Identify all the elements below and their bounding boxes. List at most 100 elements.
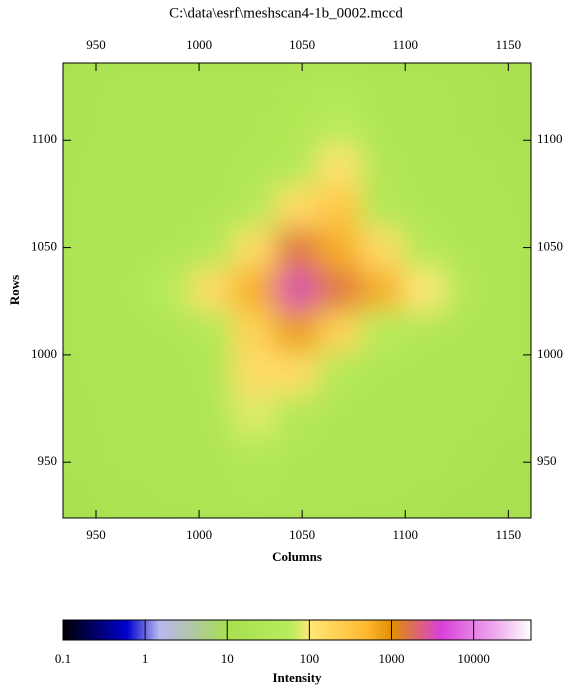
heatmap-cell bbox=[105, 104, 149, 146]
heatmap-cell bbox=[105, 228, 149, 270]
heatmap-cell bbox=[403, 104, 447, 146]
heatmap-cell bbox=[360, 435, 404, 477]
heatmap-cell bbox=[275, 269, 319, 311]
heatmap-cell bbox=[275, 352, 319, 394]
heatmap-cell bbox=[190, 476, 234, 518]
heatmap-cell bbox=[318, 393, 362, 435]
heatmap-cell bbox=[360, 228, 404, 270]
heatmap-cell bbox=[318, 476, 362, 518]
x-tick-label: 1100 bbox=[392, 527, 418, 542]
heatmap-cell bbox=[403, 145, 447, 187]
heatmap-cell bbox=[190, 352, 234, 394]
heatmap-cell bbox=[445, 269, 489, 311]
heatmap-cell bbox=[233, 63, 277, 105]
heatmap-cell bbox=[445, 435, 489, 477]
heatmap-cell bbox=[63, 63, 107, 105]
heatmap-cell bbox=[148, 63, 192, 105]
heatmap-cell bbox=[63, 311, 107, 353]
heatmap-cell bbox=[360, 311, 404, 353]
heatmap-cell bbox=[63, 187, 107, 229]
heatmap-cell bbox=[445, 63, 489, 105]
heatmap-cell bbox=[233, 476, 277, 518]
heatmap-cell bbox=[63, 476, 107, 518]
heatmap-cell bbox=[318, 145, 362, 187]
heatmap-cell bbox=[105, 63, 149, 105]
heatmap-cell bbox=[275, 435, 319, 477]
heatmap-cell bbox=[190, 187, 234, 229]
heatmap-cell bbox=[488, 228, 532, 270]
colorbar-tick-label: 0.1 bbox=[55, 651, 71, 666]
heatmap-cell bbox=[190, 435, 234, 477]
heatmap-cell bbox=[488, 393, 532, 435]
heatmap-cell bbox=[148, 145, 192, 187]
heatmap-cell bbox=[445, 352, 489, 394]
colorbar-tick-label: 100 bbox=[300, 651, 320, 666]
x-tick-label: 1150 bbox=[496, 527, 522, 542]
heatmap-cell bbox=[360, 63, 404, 105]
heatmap-cell bbox=[360, 145, 404, 187]
heatmap-cell bbox=[488, 269, 532, 311]
heatmap-cell bbox=[488, 352, 532, 394]
heatmap-cell bbox=[233, 104, 277, 146]
x-tick-label-top: 1150 bbox=[496, 37, 522, 52]
heatmap-cell bbox=[63, 145, 107, 187]
heatmap-cell bbox=[148, 393, 192, 435]
heatmap-cell bbox=[190, 393, 234, 435]
heatmap-cell bbox=[445, 104, 489, 146]
heatmap-cell bbox=[105, 145, 149, 187]
x-tick-label-top: 950 bbox=[86, 37, 106, 52]
heatmap-cell bbox=[105, 393, 149, 435]
heatmap-cell bbox=[403, 393, 447, 435]
heatmap-cell bbox=[488, 187, 532, 229]
heatmap-cell bbox=[445, 393, 489, 435]
heatmap-cell bbox=[233, 145, 277, 187]
heatmap-cell bbox=[190, 311, 234, 353]
heatmap-cell bbox=[190, 269, 234, 311]
x-axis-label: Columns bbox=[272, 549, 322, 564]
heatmap-cell bbox=[445, 228, 489, 270]
heatmap-cell bbox=[275, 311, 319, 353]
heatmap-cell bbox=[275, 393, 319, 435]
heatmap-cell bbox=[275, 145, 319, 187]
heatmap-cell bbox=[105, 476, 149, 518]
x-tick-label: 950 bbox=[86, 527, 106, 542]
heatmap-cell bbox=[233, 352, 277, 394]
y-axis-label: Rows bbox=[7, 275, 22, 305]
x-tick-label: 1050 bbox=[289, 527, 315, 542]
heatmap-cell bbox=[63, 269, 107, 311]
colorbar-label: Intensity bbox=[272, 670, 322, 685]
heatmap-cell bbox=[105, 311, 149, 353]
heatmap-cell bbox=[360, 187, 404, 229]
heatmap-cell bbox=[488, 63, 532, 105]
y-tick-label-right: 950 bbox=[537, 453, 557, 468]
heatmap-cell bbox=[275, 104, 319, 146]
heatmap-cell bbox=[403, 435, 447, 477]
chart-title: C:\data\esrf\meshscan4-1b_0002.mccd bbox=[169, 5, 403, 21]
colorbar-tick-label: 10 bbox=[221, 651, 234, 666]
heatmap-cell bbox=[318, 269, 362, 311]
x-tick-label-top: 1100 bbox=[392, 37, 418, 52]
heatmap-cell bbox=[360, 476, 404, 518]
y-tick-label: 1050 bbox=[31, 239, 57, 254]
heatmap-cell bbox=[318, 104, 362, 146]
heatmap-cell bbox=[275, 187, 319, 229]
heatmap-cell bbox=[403, 63, 447, 105]
heatmap-cell bbox=[318, 228, 362, 270]
heatmap-cell bbox=[360, 269, 404, 311]
heatmap-cell bbox=[190, 145, 234, 187]
heatmap-cell bbox=[233, 269, 277, 311]
heatmap-cell bbox=[148, 228, 192, 270]
heatmap-cell bbox=[148, 435, 192, 477]
heatmap-cell bbox=[275, 63, 319, 105]
y-tick-label: 1100 bbox=[31, 131, 57, 146]
heatmap-cell bbox=[318, 63, 362, 105]
heatmap-cell bbox=[488, 311, 532, 353]
y-tick-label: 1000 bbox=[31, 346, 57, 361]
heatmap-cell bbox=[403, 352, 447, 394]
heatmap-cell bbox=[233, 435, 277, 477]
heatmap-cell bbox=[318, 187, 362, 229]
heatmap-cell bbox=[403, 187, 447, 229]
heatmap-cell bbox=[318, 352, 362, 394]
